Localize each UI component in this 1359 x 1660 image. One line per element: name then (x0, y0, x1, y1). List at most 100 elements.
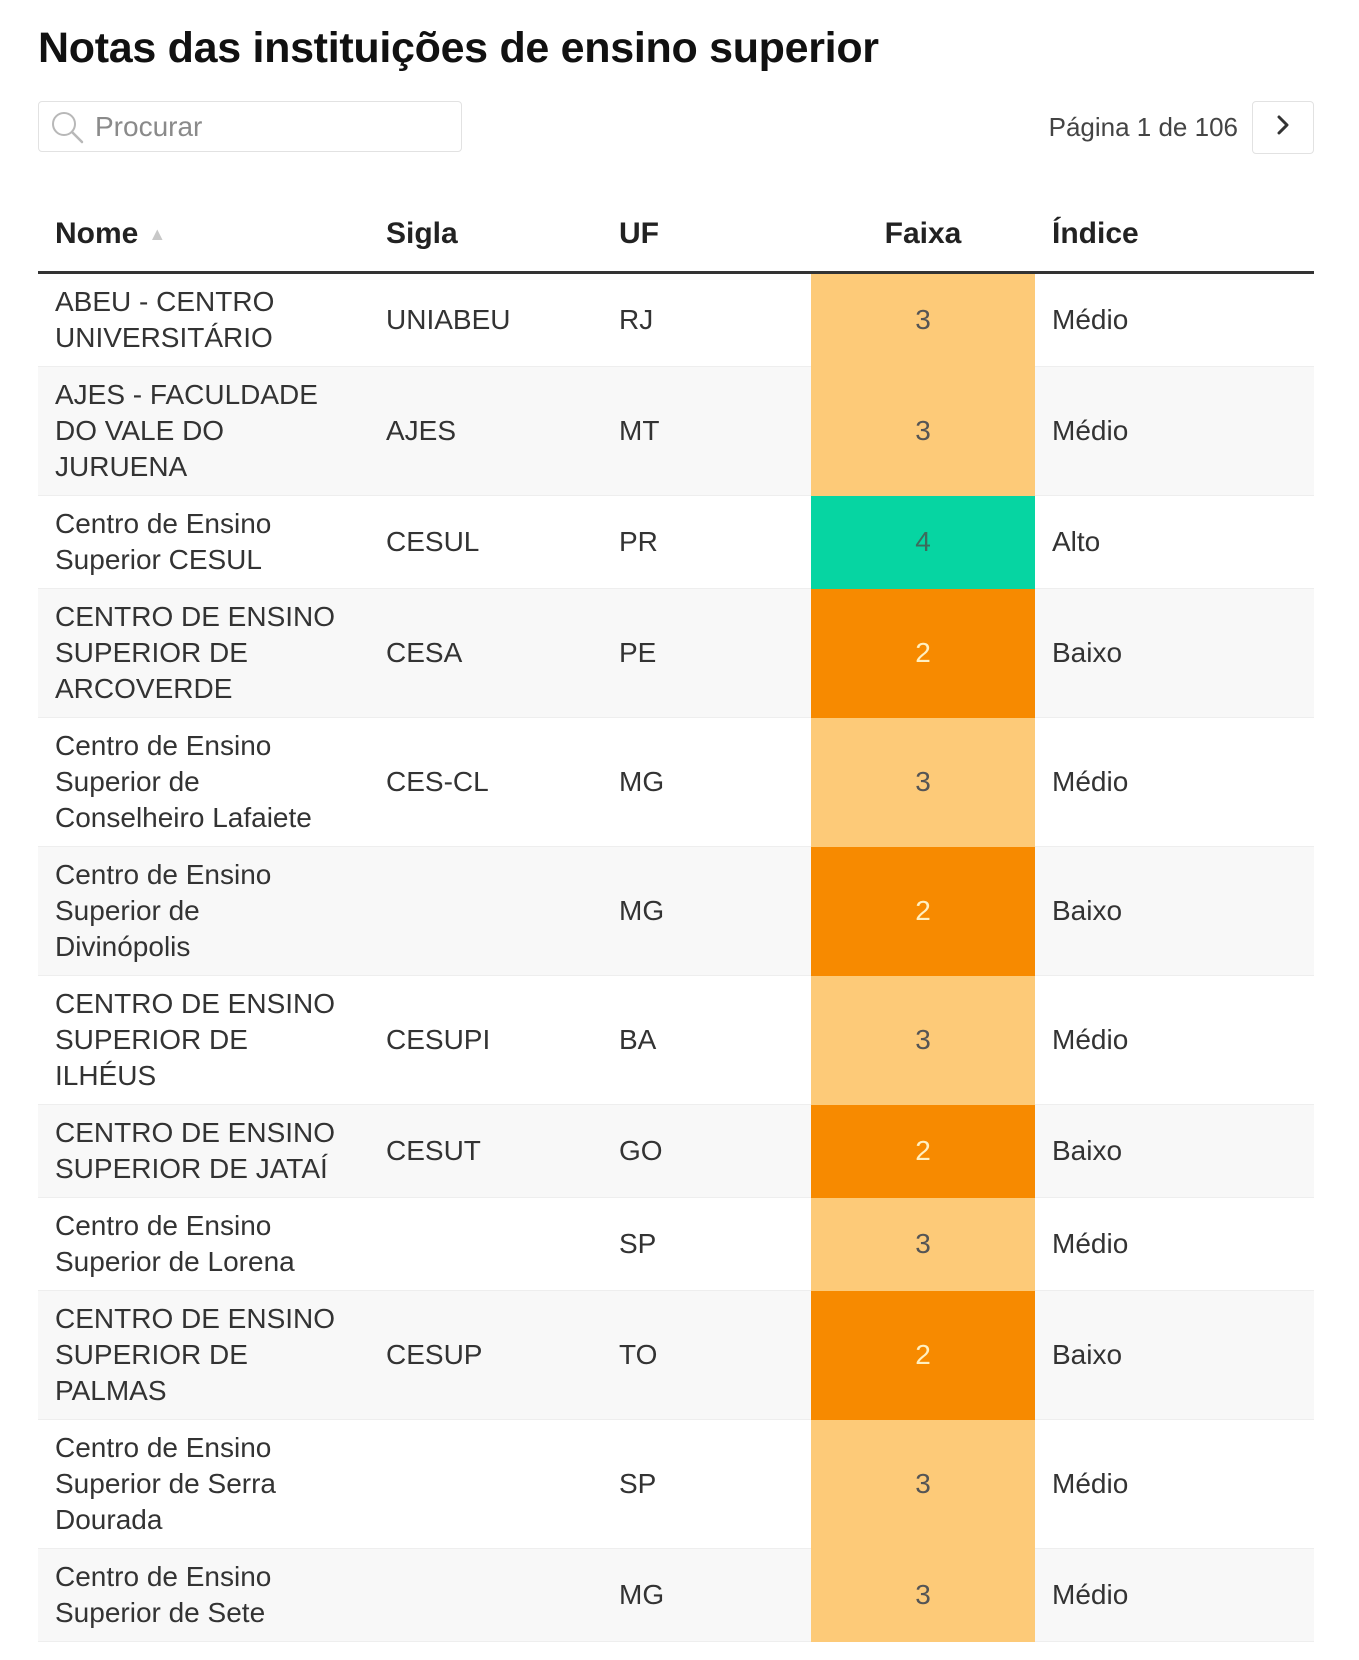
cell-sigla: CESA (369, 588, 602, 718)
table-row: Centro de Ensino Superior de Divinópolis MG… (38, 846, 1314, 976)
cell-faixa: 3 (811, 717, 1035, 847)
cell-nome: CENTRO DE ENSINO SUPERIOR DE ARCOVERDE (38, 588, 369, 718)
cell-nome: Centro de Ensino Superior de Divinópolis (38, 846, 369, 976)
cell-sigla: CESUP (369, 1290, 602, 1420)
institutions-table: Nome ▲ Sigla UF Faixa Índice ABEU - CENTR… (38, 196, 1314, 1642)
cell-nome: Centro de Ensino Superior de Lorena (38, 1197, 369, 1291)
sort-ascending-icon: ▲ (148, 223, 167, 244)
cell-uf: PE (602, 588, 811, 718)
cell-indice: Médio (1035, 975, 1314, 1105)
cell-faixa: 2 (811, 588, 1035, 718)
cell-nome-line: SUPERIOR DE JATAÍ (55, 1153, 328, 1184)
next-page-button[interactable] (1252, 101, 1314, 154)
cell-nome-line: Superior de (55, 766, 200, 797)
cell-sigla: CESUL (369, 495, 602, 589)
cell-uf: SP (602, 1419, 811, 1549)
table-row: Centro de Ensino Superior de Conselheiro L… (38, 717, 1314, 847)
cell-indice: Alto (1035, 495, 1314, 589)
cell-nome: AJES - FACULDADE DO VALE DO JURUENA (38, 366, 369, 496)
cell-uf: RJ (602, 272, 811, 367)
cell-indice: Médio (1035, 272, 1314, 367)
table-row: CENTRO DE ENSINO SUPERIOR DE PALMAS CESUP TO… (38, 1290, 1314, 1420)
table-row: Centro de Ensino Superior de Lorena SP 3 Méd… (38, 1197, 1314, 1291)
pagination: Página 1 de 106 (1049, 101, 1314, 154)
cell-nome-line: ILHÉUS (55, 1060, 157, 1091)
cell-uf: MG (602, 1548, 811, 1642)
cell-nome-line: Centro de Ensino (55, 1210, 272, 1241)
cell-nome: CENTRO DE ENSINO SUPERIOR DE ILHÉUS (38, 975, 369, 1105)
cell-faixa: 3 (811, 1419, 1035, 1549)
cell-sigla (369, 1419, 602, 1549)
column-header-uf[interactable]: UF (602, 196, 811, 274)
cell-uf: BA (602, 975, 811, 1105)
column-header-faixa[interactable]: Faixa (811, 196, 1035, 274)
column-header-nome[interactable]: Nome ▲ (38, 196, 369, 274)
cell-indice: Baixo (1035, 1104, 1314, 1198)
cell-nome-line: CENTRO DE ENSINO (55, 988, 336, 1019)
cell-indice: Baixo (1035, 588, 1314, 718)
cell-nome: Centro de Ensino Superior de Sete (38, 1548, 369, 1642)
cell-nome: Centro de Ensino Superior de Conselheiro L… (38, 717, 369, 847)
cell-indice: Médio (1035, 366, 1314, 496)
cell-nome-line: Centro de Ensino (55, 730, 272, 761)
cell-indice: Médio (1035, 1548, 1314, 1642)
search-input[interactable] (95, 110, 435, 143)
cell-nome-line: CENTRO DE ENSINO (55, 1303, 336, 1334)
cell-nome-line: Superior de Sete (55, 1597, 266, 1628)
cell-nome-line: ARCOVERDE (55, 673, 233, 704)
cell-nome-line: Superior CESUL (55, 544, 262, 575)
cell-sigla (369, 1548, 602, 1642)
cell-nome-line: JURUENA (55, 451, 188, 482)
cell-uf: MG (602, 846, 811, 976)
cell-nome-line: Centro de Ensino (55, 1561, 272, 1592)
cell-faixa: 3 (811, 1548, 1035, 1642)
search-box[interactable] (38, 101, 462, 152)
table-row: AJES - FACULDADE DO VALE DO JURUENA AJES MT 3… (38, 366, 1314, 496)
cell-faixa: 3 (811, 975, 1035, 1105)
table-body: ABEU - CENTRO UNIVERSITÁRIO UNIABEU RJ 3 Médi… (38, 272, 1314, 1642)
column-header-nome-label: Nome (55, 216, 139, 250)
search-icon (47, 107, 87, 147)
table-header-row: Nome ▲ Sigla UF Faixa Índice (38, 196, 1314, 274)
cell-faixa: 3 (811, 366, 1035, 496)
cell-nome-line: DO VALE DO (55, 415, 225, 446)
column-header-indice[interactable]: Índice (1035, 196, 1314, 274)
table-row: CENTRO DE ENSINO SUPERIOR DE JATAÍ CESUT GO… (38, 1104, 1314, 1198)
table-row: Centro de Ensino Superior de Serra Dourada… (38, 1419, 1314, 1549)
cell-faixa: 2 (811, 1290, 1035, 1420)
cell-uf: MT (602, 366, 811, 496)
cell-faixa: 3 (811, 1197, 1035, 1291)
cell-indice: Médio (1035, 717, 1314, 847)
cell-sigla: CESUPI (369, 975, 602, 1105)
cell-faixa: 3 (811, 272, 1035, 367)
cell-nome-line: Superior de Serra (55, 1468, 277, 1499)
cell-nome-line: PALMAS (55, 1375, 167, 1406)
cell-nome-line: SUPERIOR DE (55, 1024, 248, 1055)
cell-nome-line: Divinópolis (55, 931, 191, 962)
cell-nome-line: Conselheiro Lafaiete (55, 802, 312, 833)
cell-uf: GO (602, 1104, 811, 1198)
cell-indice: Médio (1035, 1419, 1314, 1549)
cell-nome-line: UNIVERSITÁRIO (55, 322, 273, 353)
cell-uf: MG (602, 717, 811, 847)
cell-nome-line: CENTRO DE ENSINO (55, 601, 336, 632)
cell-uf: SP (602, 1197, 811, 1291)
cell-indice: Baixo (1035, 846, 1314, 976)
cell-nome-line: Centro de Ensino (55, 508, 272, 539)
column-header-sigla[interactable]: Sigla (369, 196, 602, 274)
cell-sigla (369, 1197, 602, 1291)
cell-nome: CENTRO DE ENSINO SUPERIOR DE JATAÍ (38, 1104, 369, 1198)
cell-sigla: UNIABEU (369, 272, 602, 367)
chevron-right-icon (1274, 114, 1292, 141)
cell-indice: Médio (1035, 1197, 1314, 1291)
cell-nome: Centro de Ensino Superior de Serra Dourada (38, 1419, 369, 1549)
cell-sigla: CES-CL (369, 717, 602, 847)
cell-nome-line: ABEU - CENTRO (55, 286, 275, 317)
cell-indice: Baixo (1035, 1290, 1314, 1420)
cell-nome: CENTRO DE ENSINO SUPERIOR DE PALMAS (38, 1290, 369, 1420)
table-row: CENTRO DE ENSINO SUPERIOR DE ARCOVERDE CESA… (38, 588, 1314, 718)
table-row: CENTRO DE ENSINO SUPERIOR DE ILHÉUS CESUPI B… (38, 975, 1314, 1105)
cell-sigla: AJES (369, 366, 602, 496)
cell-sigla (369, 846, 602, 976)
cell-nome-line: Superior de Lorena (55, 1246, 295, 1277)
